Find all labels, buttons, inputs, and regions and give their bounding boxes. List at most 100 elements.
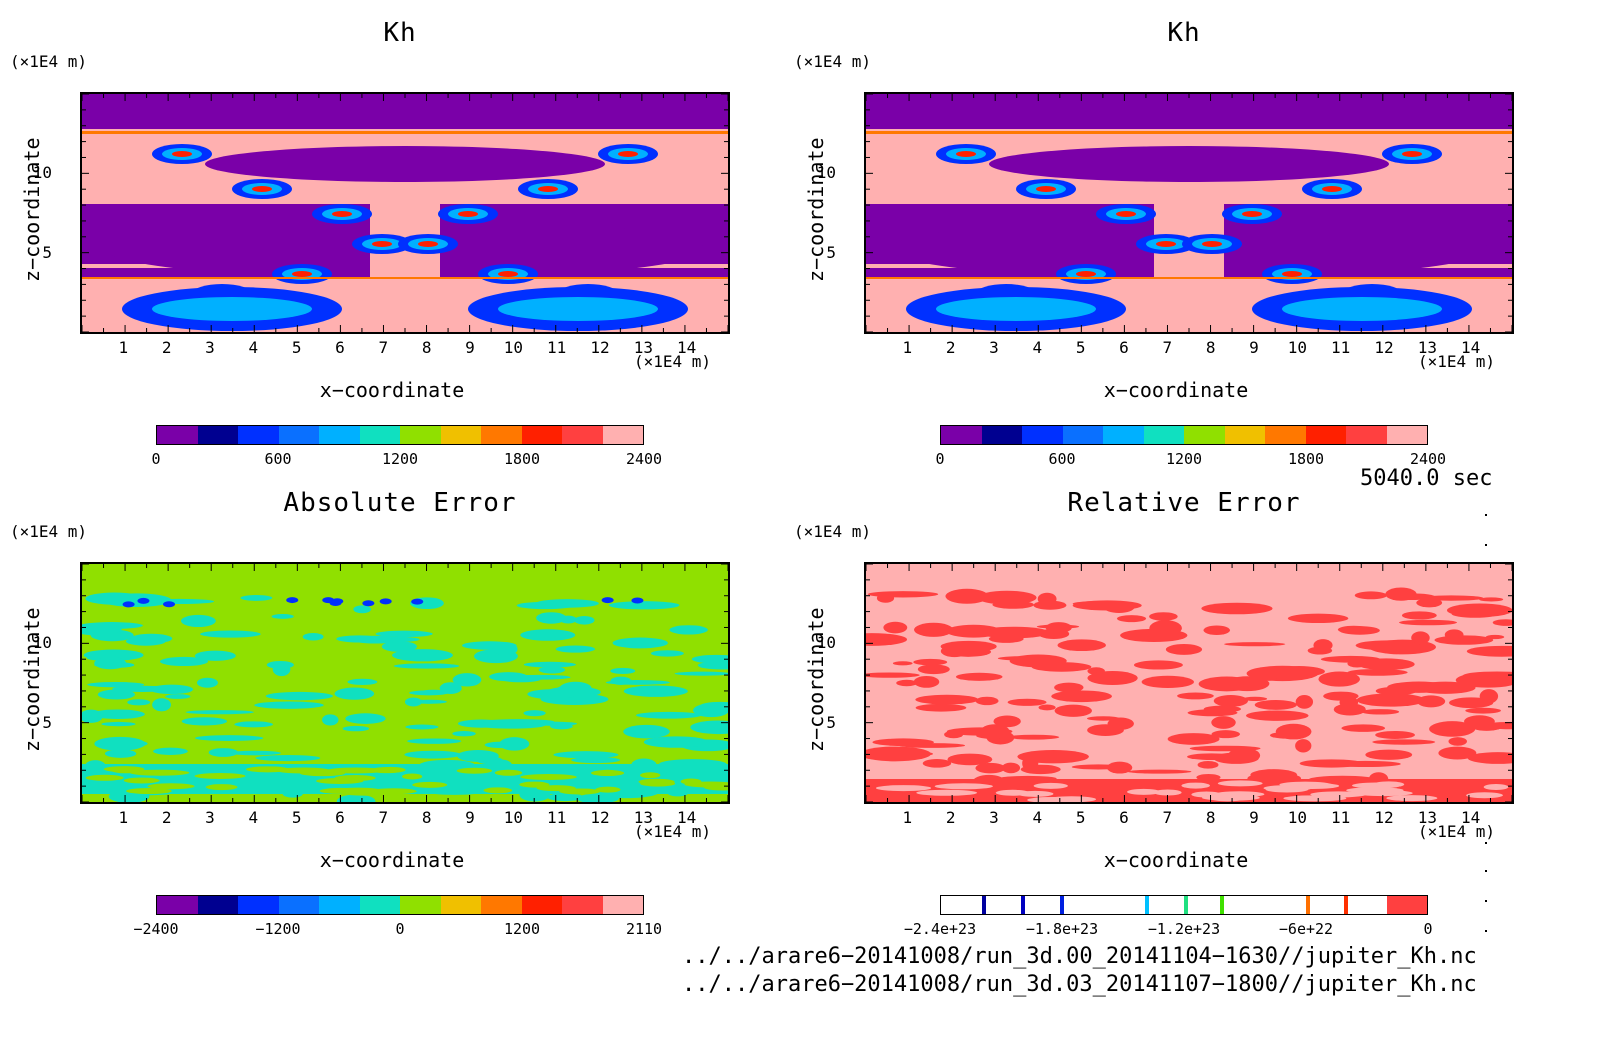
heatmap-feature	[1448, 737, 1467, 746]
heatmap-feature	[1492, 619, 1512, 626]
x-unit: (×1E4 m)	[1418, 822, 1496, 841]
colorbar-segment	[521, 426, 562, 444]
heatmap-feature	[618, 151, 638, 157]
heatmap-feature	[1087, 724, 1124, 736]
heatmap-feature	[94, 657, 127, 670]
heatmap-feature	[866, 672, 920, 678]
x-tick-label: 13	[1417, 808, 1437, 827]
heatmap-feature	[476, 721, 546, 729]
heatmap-feature	[1434, 635, 1494, 645]
colorbar-marker	[1060, 896, 1065, 914]
x-axis-label: x−coordinate	[1103, 378, 1249, 402]
heatmap-feature	[137, 597, 150, 604]
y-tick-label: 5	[826, 713, 836, 733]
colorbar-segment	[1103, 896, 1144, 914]
x-tick-label: 1	[118, 808, 129, 827]
colorbar-marker	[1145, 896, 1150, 914]
heatmap-region	[866, 131, 1512, 134]
x-tick-label: 4	[248, 338, 259, 357]
heatmap-feature	[1177, 692, 1214, 700]
heatmap-feature	[1001, 762, 1021, 774]
heatmap-feature	[975, 696, 999, 706]
heatmap-feature	[1467, 752, 1512, 764]
heatmap-feature	[1416, 598, 1443, 608]
heatmap-feature	[336, 794, 376, 802]
heatmap-feature	[1462, 671, 1512, 680]
colorbar-segment	[1224, 896, 1265, 914]
heatmap-feature	[1295, 739, 1312, 753]
heatmap-feature	[286, 597, 299, 604]
heatmap-feature	[1224, 676, 1270, 692]
heatmap-feature	[127, 699, 151, 706]
marker-dot	[1485, 514, 1487, 516]
heatmap-feature	[332, 211, 352, 217]
colorbar	[940, 425, 1428, 445]
heatmap-feature	[483, 787, 513, 794]
x-unit: (×1E4 m)	[634, 352, 712, 371]
x-tick-label: 9	[1249, 808, 1259, 827]
colorbar-tick-label: −2400	[133, 920, 179, 938]
colorbar	[940, 895, 1428, 915]
heatmap-feature	[1087, 671, 1138, 686]
x-tick-label: 14	[677, 808, 697, 827]
colorbar-marker	[1344, 896, 1349, 914]
heatmap-feature	[208, 748, 239, 757]
heatmap-feature	[553, 751, 619, 759]
marker-dot	[1485, 930, 1487, 932]
marker-dot	[1485, 870, 1487, 872]
heatmap-feature	[1167, 733, 1220, 745]
colorbar-marker	[982, 896, 987, 914]
heatmap-feature	[1181, 782, 1210, 789]
heatmap-feature	[125, 636, 166, 646]
colorbar-segment	[981, 426, 1022, 444]
x-tick-label: 9	[465, 808, 475, 827]
panel-title: Kh	[1167, 18, 1201, 48]
heatmap-feature	[499, 737, 530, 751]
heatmap-feature	[1203, 705, 1242, 713]
y-axis-label: z−coordinate	[804, 607, 828, 753]
heatmap-feature	[1386, 795, 1438, 802]
colorbar-segment	[1224, 426, 1265, 444]
colorbar-segment	[1062, 426, 1103, 444]
colorbar-segment	[981, 896, 1022, 914]
heatmap-feature	[147, 783, 195, 790]
heatmap-feature	[181, 614, 216, 628]
heatmap-feature	[915, 703, 967, 712]
heatmap-feature	[122, 601, 135, 608]
x-tick-label: 6	[335, 808, 345, 827]
heatmap-feature	[404, 750, 462, 759]
heatmap-feature	[82, 623, 122, 636]
x-tick-label: 7	[1162, 338, 1173, 357]
heatmap-feature	[993, 715, 1021, 728]
heatmap-feature	[875, 785, 932, 792]
x-axis-label: x−coordinate	[319, 378, 465, 402]
heatmap-feature	[1347, 669, 1408, 676]
heatmap-feature	[892, 661, 913, 666]
heatmap-feature	[1149, 620, 1182, 637]
heatmap-feature	[1466, 792, 1503, 799]
x-axis-label: x−coordinate	[1103, 848, 1249, 872]
heatmap-feature	[1367, 697, 1420, 703]
heatmap-feature	[205, 784, 238, 791]
heatmap-feature	[1211, 730, 1240, 739]
heatmap-feature	[353, 605, 372, 614]
heatmap-feature	[299, 770, 346, 777]
x-tick-label: 5	[1075, 808, 1086, 827]
heatmap-feature	[1126, 788, 1161, 795]
heatmap-feature	[1385, 587, 1417, 601]
colorbar-segment	[157, 896, 198, 914]
heatmap-feature	[498, 297, 658, 321]
x-tick-label: 8	[421, 338, 432, 357]
heatmap-feature	[516, 601, 575, 610]
heatmap-feature	[536, 785, 576, 792]
heatmap-feature	[591, 770, 625, 777]
x-tick-label: 10	[1287, 808, 1307, 827]
x-tick-label: 3	[205, 808, 215, 827]
heatmap-feature	[90, 709, 145, 719]
heatmap-feature	[265, 691, 333, 701]
plot-area	[80, 92, 730, 334]
heatmap-feature	[913, 675, 940, 688]
x-tick-label: 12	[1374, 808, 1394, 827]
heatmap-feature	[194, 772, 246, 779]
heatmap-feature	[650, 650, 684, 657]
